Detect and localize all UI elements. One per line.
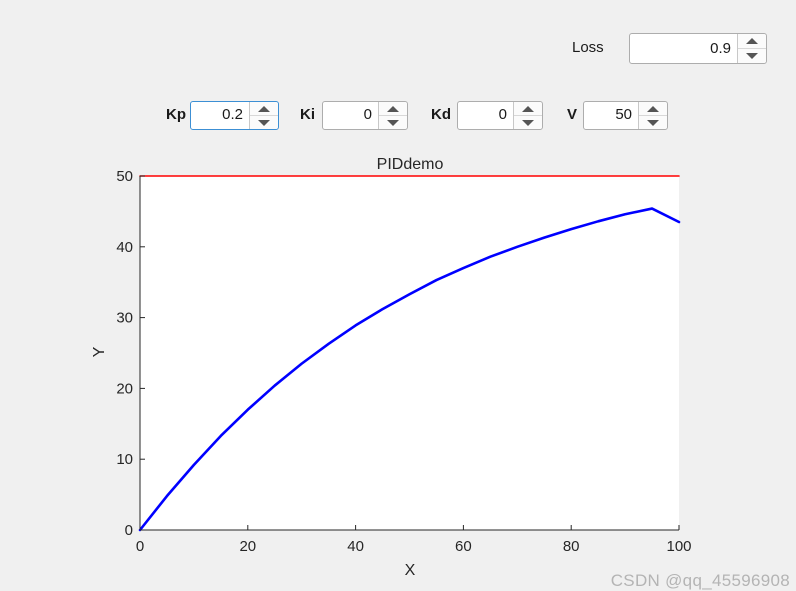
arrow-up-icon (522, 105, 534, 112)
ki-spinner-arrows (378, 102, 407, 129)
y-tick-label: 50 (116, 168, 133, 185)
x-tick-label: 80 (563, 538, 580, 555)
v-label: V (567, 106, 578, 123)
arrow-up-icon (387, 105, 399, 112)
x-tick-label: 40 (347, 538, 364, 555)
loss-spinner-arrows (737, 34, 766, 63)
y-tick-label: 20 (116, 380, 133, 397)
y-axis-label: Y (91, 346, 108, 357)
x-tick-label: 60 (455, 538, 472, 555)
response-curve (138, 207, 681, 532)
x-tick-label: 0 (136, 538, 144, 555)
ki-decrement-button[interactable] (379, 116, 407, 129)
arrow-up-icon (647, 105, 659, 112)
loss-decrement-button[interactable] (738, 49, 766, 63)
kd-decrement-button[interactable] (514, 116, 542, 129)
x-tick-label: 100 (666, 538, 691, 555)
loss-increment-button[interactable] (738, 34, 766, 49)
chart-axes: 0 20 40 60 80 100 0 10 20 30 40 50 (116, 168, 691, 555)
kd-increment-button[interactable] (514, 102, 542, 116)
v-spinner[interactable]: 50 (583, 101, 668, 130)
ki-spinner[interactable]: 0 (322, 101, 408, 130)
kp-spinner-arrows (249, 102, 278, 129)
chart-title: PIDdemo (377, 156, 444, 173)
ki-label: Ki (300, 106, 315, 123)
kd-spinner[interactable]: 0 (457, 101, 543, 130)
y-tick-label: 0 (125, 522, 133, 539)
arrow-down-icon (522, 119, 534, 126)
v-decrement-button[interactable] (639, 116, 667, 129)
ki-increment-button[interactable] (379, 102, 407, 116)
kd-spinner-arrows (513, 102, 542, 129)
kp-increment-button[interactable] (250, 102, 278, 116)
arrow-down-icon (647, 119, 659, 126)
arrow-down-icon (387, 119, 399, 126)
v-value[interactable]: 50 (615, 106, 632, 123)
kp-value[interactable]: 0.2 (222, 106, 243, 123)
kp-label: Kp (166, 106, 186, 123)
v-spinner-arrows (638, 102, 667, 129)
y-tick-label: 10 (116, 451, 133, 468)
kp-decrement-button[interactable] (250, 116, 278, 129)
kd-value[interactable]: 0 (498, 106, 507, 123)
plot-area (140, 176, 679, 530)
kd-label: Kd (431, 106, 451, 123)
arrow-down-icon (258, 119, 270, 126)
x-axis-label: X (405, 562, 416, 579)
loss-value[interactable]: 0.9 (710, 40, 731, 57)
ki-value[interactable]: 0 (363, 106, 372, 123)
y-tick-label: 30 (116, 310, 133, 327)
loss-spinner[interactable]: 0.9 (629, 33, 767, 64)
arrow-up-icon (746, 38, 758, 44)
watermark-text: CSDN @qq_45596908 (610, 571, 790, 590)
arrow-down-icon (746, 53, 758, 59)
y-tick-label: 40 (116, 239, 133, 256)
kp-spinner[interactable]: 0.2 (190, 101, 279, 130)
arrow-up-icon (258, 105, 270, 112)
v-increment-button[interactable] (639, 102, 667, 116)
x-tick-label: 20 (239, 538, 256, 555)
loss-label: Loss (572, 39, 604, 56)
